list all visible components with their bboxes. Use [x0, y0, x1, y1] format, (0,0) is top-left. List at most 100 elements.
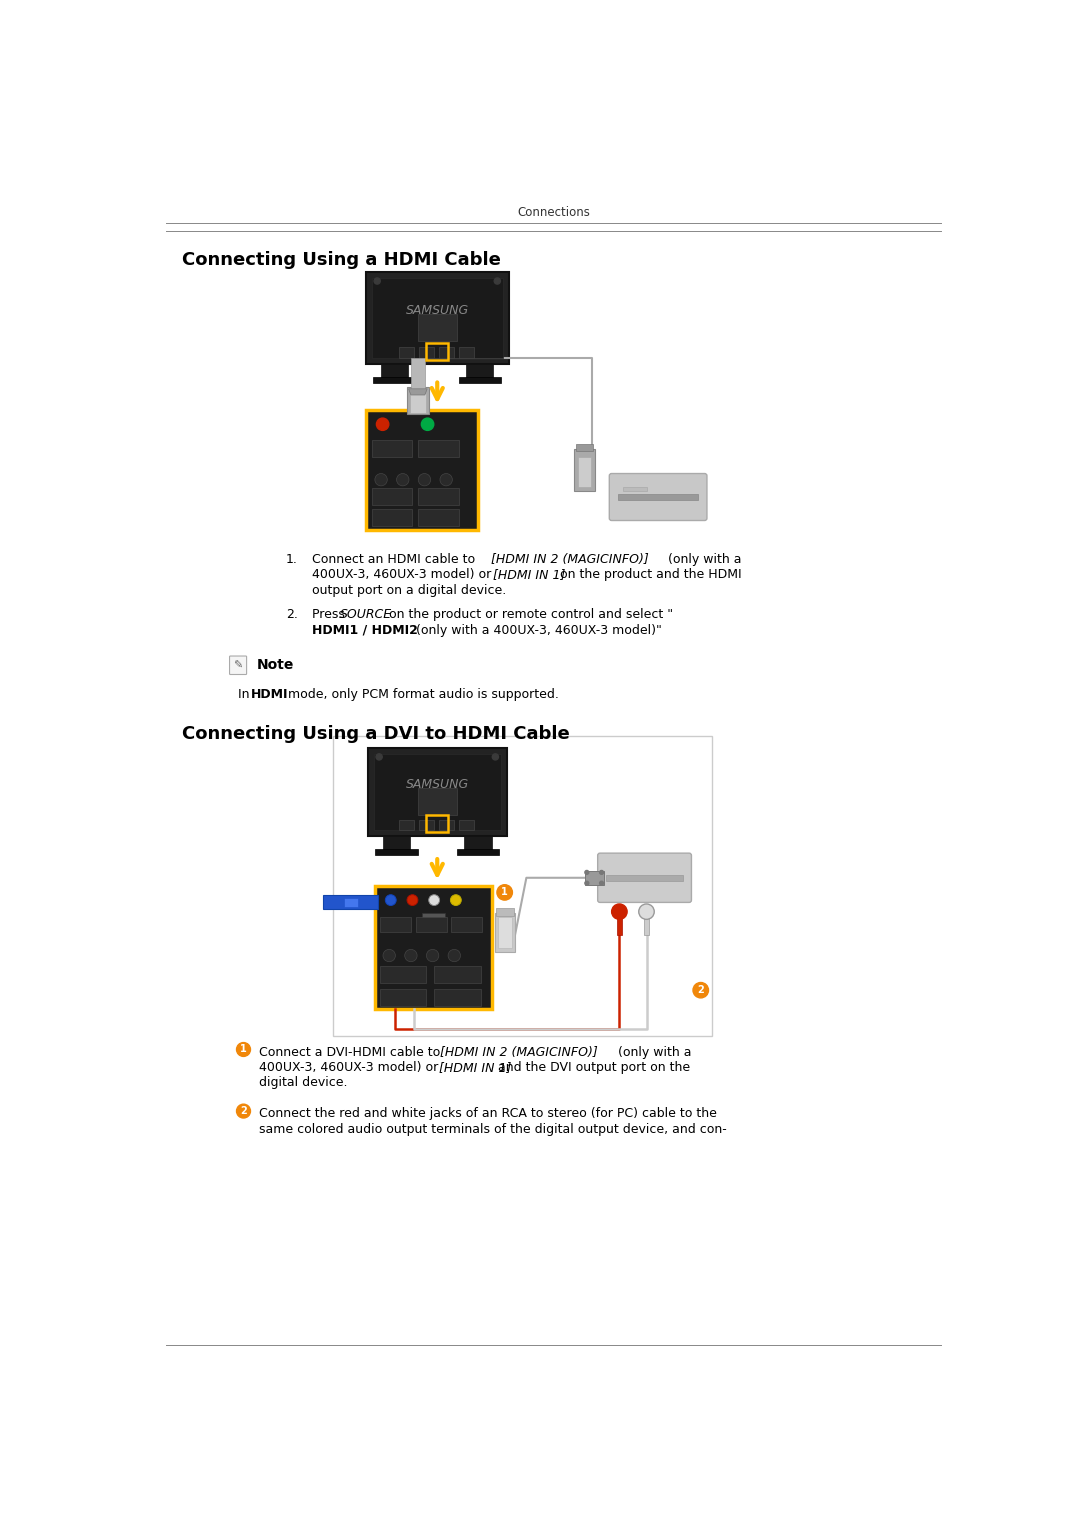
Circle shape: [497, 884, 512, 899]
Bar: [578, 457, 592, 487]
Text: (only with a 400UX-3, 460UX-3 model)": (only with a 400UX-3, 460UX-3 model)": [416, 623, 662, 637]
Bar: [372, 278, 502, 357]
Text: [HDMI IN 2 (MAGICINFO)]: [HDMI IN 2 (MAGICINFO)]: [440, 1046, 597, 1058]
Bar: [410, 357, 424, 389]
Circle shape: [427, 950, 438, 962]
Bar: [451, 918, 482, 933]
Circle shape: [448, 950, 460, 962]
Text: 1: 1: [501, 887, 508, 898]
Text: [HDMI IN 1]: [HDMI IN 1]: [438, 1061, 511, 1073]
Text: (only with a: (only with a: [664, 553, 742, 567]
Bar: [323, 895, 378, 910]
Text: [HDMI IN 1]: [HDMI IN 1]: [494, 568, 566, 582]
Circle shape: [585, 881, 589, 886]
Bar: [375, 886, 491, 1009]
Circle shape: [237, 1104, 251, 1118]
Bar: [372, 440, 413, 457]
Bar: [375, 849, 418, 855]
Bar: [617, 918, 622, 935]
Circle shape: [638, 904, 654, 919]
Bar: [345, 898, 359, 907]
Text: HDMI: HDMI: [251, 687, 288, 701]
Bar: [459, 820, 474, 831]
Text: output port on a digital device.: output port on a digital device.: [312, 583, 505, 597]
Bar: [418, 440, 459, 457]
Bar: [372, 489, 413, 505]
Bar: [434, 988, 481, 1006]
Text: 1: 1: [240, 1044, 247, 1055]
Text: Connect an HDMI cable to: Connect an HDMI cable to: [312, 553, 478, 567]
Bar: [623, 487, 647, 490]
Text: HDMI1 / HDMI2: HDMI1 / HDMI2: [312, 623, 418, 637]
Bar: [584, 870, 604, 884]
FancyBboxPatch shape: [609, 473, 707, 521]
Bar: [418, 489, 459, 505]
Bar: [416, 918, 446, 933]
Bar: [399, 820, 414, 831]
Text: on the product or remote control and select ": on the product or remote control and sel…: [384, 608, 673, 621]
Text: In: In: [238, 687, 254, 701]
Bar: [606, 875, 683, 881]
Text: mode, only PCM format audio is supported.: mode, only PCM format audio is supported…: [284, 687, 558, 701]
Circle shape: [237, 1043, 251, 1057]
Bar: [333, 736, 713, 1037]
Bar: [367, 748, 507, 837]
Circle shape: [421, 418, 434, 431]
Bar: [438, 820, 455, 831]
Bar: [418, 315, 457, 341]
Text: 2.: 2.: [286, 608, 298, 621]
Text: Connecting Using a HDMI Cable: Connecting Using a HDMI Cable: [181, 250, 500, 269]
Polygon shape: [408, 389, 428, 395]
Circle shape: [450, 895, 461, 906]
Circle shape: [429, 895, 440, 906]
Bar: [422, 913, 445, 928]
Text: Connect the red and white jacks of an RCA to stereo (for PC) cable to the: Connect the red and white jacks of an RC…: [259, 1107, 717, 1121]
Circle shape: [418, 473, 431, 486]
Circle shape: [374, 278, 380, 284]
Text: SAMSUNG: SAMSUNG: [406, 777, 469, 791]
Bar: [407, 388, 429, 414]
Text: (only with a: (only with a: [613, 1046, 691, 1058]
Circle shape: [376, 754, 382, 760]
Bar: [496, 913, 515, 951]
Bar: [459, 347, 474, 357]
Bar: [427, 344, 448, 360]
Text: and the DVI output port on the: and the DVI output port on the: [494, 1061, 690, 1073]
Circle shape: [440, 473, 453, 486]
Circle shape: [407, 895, 418, 906]
Bar: [427, 815, 448, 832]
Text: Connect a DVI-HDMI cable to: Connect a DVI-HDMI cable to: [259, 1046, 444, 1058]
Bar: [380, 965, 427, 982]
Text: on the product and the HDMI: on the product and the HDMI: [556, 568, 742, 582]
Circle shape: [383, 950, 395, 962]
Text: Note: Note: [257, 658, 294, 672]
Bar: [380, 918, 410, 933]
Bar: [496, 909, 514, 916]
Text: Connections: Connections: [517, 206, 590, 218]
Text: SAMSUNG: SAMSUNG: [406, 304, 469, 316]
Circle shape: [693, 982, 708, 999]
Bar: [438, 347, 455, 357]
Text: 2: 2: [698, 985, 704, 996]
Circle shape: [492, 754, 499, 760]
Circle shape: [405, 950, 417, 962]
Bar: [464, 837, 491, 851]
Circle shape: [599, 870, 604, 875]
FancyBboxPatch shape: [597, 854, 691, 902]
Bar: [419, 347, 434, 357]
Bar: [467, 365, 494, 379]
Circle shape: [599, 881, 604, 886]
Circle shape: [375, 473, 388, 486]
Bar: [365, 411, 478, 530]
Bar: [399, 347, 414, 357]
Circle shape: [396, 473, 409, 486]
Bar: [618, 493, 699, 501]
Text: 1.: 1.: [286, 553, 298, 567]
Bar: [380, 988, 427, 1006]
Text: SOURCE: SOURCE: [340, 608, 392, 621]
Text: same colored audio output terminals of the digital output device, and con-: same colored audio output terminals of t…: [259, 1122, 727, 1136]
Text: digital device.: digital device.: [259, 1077, 348, 1089]
Circle shape: [377, 418, 389, 431]
Bar: [575, 449, 595, 492]
Bar: [459, 377, 501, 383]
